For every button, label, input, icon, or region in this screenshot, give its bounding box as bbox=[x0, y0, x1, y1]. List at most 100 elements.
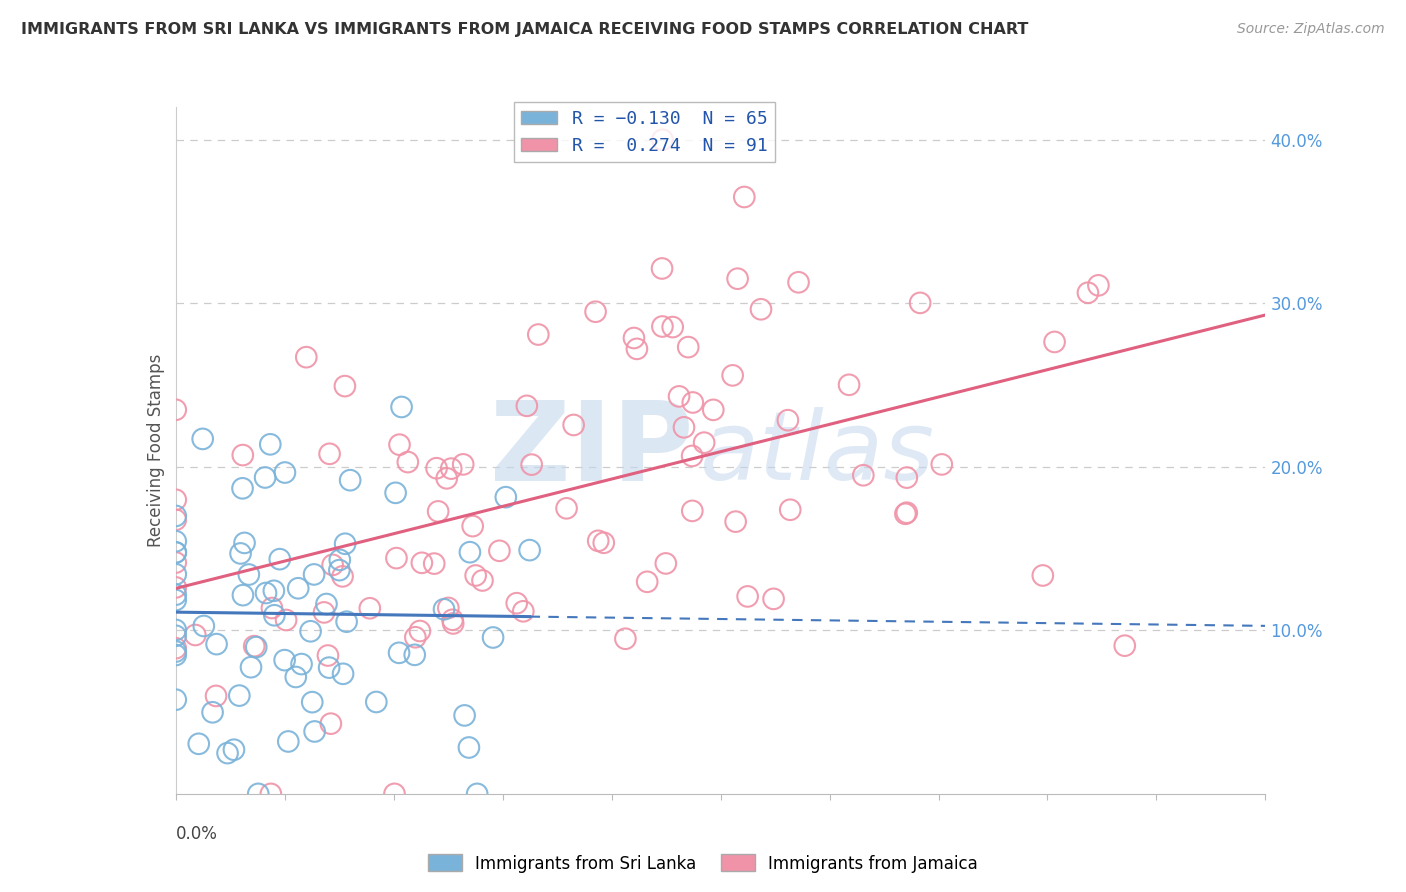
Point bbox=[318, 660, 340, 674]
Point bbox=[908, 296, 931, 310]
Point bbox=[1114, 639, 1136, 653]
Point bbox=[332, 666, 354, 681]
Point bbox=[423, 557, 446, 571]
Point bbox=[733, 190, 755, 204]
Point bbox=[516, 399, 538, 413]
Point bbox=[441, 616, 464, 631]
Point bbox=[749, 302, 772, 317]
Point bbox=[165, 402, 187, 417]
Point bbox=[222, 742, 245, 756]
Legend: Immigrants from Sri Lanka, Immigrants from Jamaica: Immigrants from Sri Lanka, Immigrants fr… bbox=[422, 847, 984, 880]
Point bbox=[586, 533, 609, 548]
Point bbox=[555, 501, 578, 516]
Point bbox=[165, 556, 187, 570]
Point bbox=[651, 319, 673, 334]
Point bbox=[254, 586, 277, 600]
Point bbox=[165, 641, 187, 656]
Point bbox=[896, 470, 918, 484]
Point bbox=[165, 623, 187, 637]
Point bbox=[385, 551, 408, 566]
Point bbox=[661, 320, 683, 334]
Point bbox=[776, 413, 799, 427]
Point bbox=[495, 490, 517, 504]
Point bbox=[931, 458, 953, 472]
Point bbox=[165, 567, 187, 582]
Y-axis label: Receiving Food Stamps: Receiving Food Stamps bbox=[146, 354, 165, 547]
Point bbox=[274, 613, 297, 627]
Point bbox=[273, 653, 295, 667]
Point bbox=[896, 506, 918, 520]
Point bbox=[287, 581, 309, 595]
Point bbox=[702, 402, 724, 417]
Point bbox=[682, 395, 704, 409]
Text: atlas: atlas bbox=[699, 408, 934, 500]
Point bbox=[165, 513, 187, 527]
Point bbox=[520, 458, 543, 472]
Point bbox=[838, 377, 860, 392]
Point bbox=[243, 639, 266, 653]
Point bbox=[165, 581, 187, 595]
Point bbox=[165, 588, 187, 602]
Point bbox=[165, 492, 187, 507]
Point bbox=[727, 271, 749, 285]
Point bbox=[277, 734, 299, 748]
Point bbox=[655, 557, 678, 571]
Point bbox=[193, 619, 215, 633]
Point bbox=[592, 535, 614, 549]
Point bbox=[165, 534, 187, 549]
Point bbox=[366, 695, 388, 709]
Point bbox=[441, 613, 464, 627]
Point bbox=[165, 545, 187, 559]
Point bbox=[852, 468, 875, 483]
Point bbox=[388, 646, 411, 660]
Text: Source: ZipAtlas.com: Source: ZipAtlas.com bbox=[1237, 22, 1385, 37]
Point bbox=[260, 601, 283, 615]
Point bbox=[165, 648, 187, 662]
Point bbox=[436, 471, 458, 485]
Point bbox=[254, 470, 277, 484]
Point bbox=[787, 275, 810, 289]
Point bbox=[165, 644, 187, 658]
Point bbox=[290, 657, 312, 671]
Point bbox=[437, 601, 460, 615]
Point bbox=[319, 716, 342, 731]
Point bbox=[562, 417, 585, 432]
Point bbox=[672, 420, 695, 434]
Point bbox=[519, 543, 541, 558]
Point bbox=[165, 593, 187, 607]
Point bbox=[201, 706, 224, 720]
Point bbox=[217, 746, 239, 760]
Point bbox=[295, 350, 318, 364]
Point bbox=[404, 648, 426, 662]
Point bbox=[165, 508, 187, 523]
Point bbox=[333, 379, 356, 393]
Point bbox=[228, 689, 250, 703]
Point bbox=[165, 629, 187, 643]
Point bbox=[339, 473, 361, 487]
Point bbox=[191, 432, 214, 446]
Point bbox=[458, 545, 481, 559]
Point bbox=[1043, 334, 1066, 349]
Point bbox=[359, 601, 381, 615]
Point bbox=[205, 689, 228, 703]
Text: 0.0%: 0.0% bbox=[176, 825, 218, 843]
Point bbox=[245, 640, 267, 654]
Point bbox=[238, 567, 260, 582]
Legend: R = −0.130  N = 65, R =  0.274  N = 91: R = −0.130 N = 65, R = 0.274 N = 91 bbox=[515, 103, 775, 161]
Point bbox=[506, 596, 529, 610]
Point bbox=[274, 466, 297, 480]
Point bbox=[247, 787, 270, 801]
Point bbox=[721, 368, 744, 383]
Point bbox=[425, 461, 447, 475]
Point bbox=[465, 787, 488, 801]
Point bbox=[894, 507, 917, 521]
Point bbox=[453, 708, 475, 723]
Point bbox=[284, 670, 307, 684]
Point bbox=[614, 632, 637, 646]
Point bbox=[232, 448, 254, 462]
Point bbox=[184, 628, 207, 642]
Text: ZIP: ZIP bbox=[489, 397, 693, 504]
Point bbox=[329, 553, 352, 567]
Point bbox=[165, 692, 187, 706]
Point bbox=[440, 461, 463, 475]
